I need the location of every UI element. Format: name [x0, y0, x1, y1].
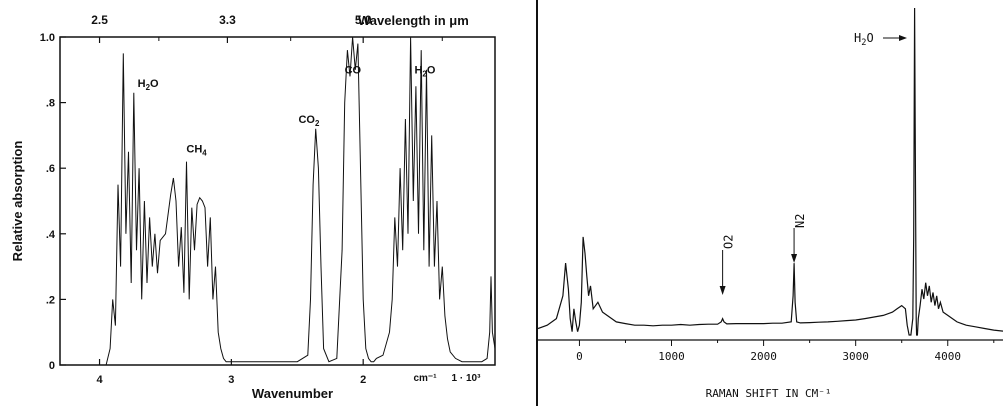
peak-label-co: CO: [345, 65, 362, 77]
h2o-label: H2O: [854, 31, 874, 48]
o2-arrow-head: [719, 286, 726, 295]
raman-panel: 0 1000 2000 3000 4000 RAMAN SHIFT IN CM⁻¹ O2 N2…: [537, 0, 1003, 406]
x-tick-label: 3: [228, 374, 234, 386]
x-tick-label: 0: [576, 350, 583, 363]
y-axis-title: Relative absorption: [10, 141, 25, 262]
y-tick-label: .4: [46, 229, 56, 241]
x-tick-label: 3000: [842, 350, 869, 363]
top-tick-label: 3.3: [219, 13, 236, 27]
x-unit-label: cm⁻¹: [413, 373, 437, 384]
x-axis-title: RAMAN SHIFT IN CM⁻¹: [706, 387, 832, 400]
top-tick-label: 2.5: [91, 13, 108, 27]
peak-label-h2o: H2O: [414, 65, 435, 79]
y-tick-label: 0: [49, 360, 55, 372]
x-axis-title: Wavenumber: [252, 386, 333, 401]
y-tick-label: .6: [46, 163, 55, 175]
x-tick-label: 1000: [658, 350, 685, 363]
y-tick-label: .2: [46, 294, 55, 306]
peak-label-ch4: CH4: [186, 143, 207, 157]
n2-label: N2: [793, 214, 807, 228]
y-tick-label: .8: [46, 98, 55, 110]
ir-absorption-chart: 0 .2 .4 .6 .8 1.0 4 3 2 cm⁻¹ 1 · 10³ Wavenumber Rela…: [10, 13, 496, 401]
peak-label-h2o: H2O: [138, 78, 159, 92]
o2-label: O2: [722, 235, 736, 249]
y-tick-label: 1.0: [40, 32, 55, 44]
top-tick-label: 5.0: [355, 13, 372, 27]
x-tick-label: 2: [360, 374, 366, 386]
ir-absorption-panel: 0 .2 .4 .6 .8 1.0 4 3 2 cm⁻¹ 1 · 10³ Wavenumber Rela…: [10, 13, 496, 401]
x-tick-label: 2000: [750, 350, 777, 363]
raman-spectrum-chart: 0 1000 2000 3000 4000 RAMAN SHIFT IN CM⁻¹ O2 N2…: [537, 7, 1003, 400]
n2-arrow-head: [791, 254, 798, 263]
x-tick-label: 4: [96, 374, 103, 386]
panel-divider: [536, 0, 538, 406]
top-axis-title: Wavelength in μm: [358, 13, 469, 28]
x-tick-label: 4000: [935, 350, 962, 363]
peak-label-co2: CO2: [298, 114, 320, 128]
plot-frame: [59, 36, 496, 366]
x-multiplier-label: 1 · 10³: [452, 373, 482, 384]
raman-spectrum-line: [537, 7, 1003, 336]
h2o-arrow-head: [899, 35, 907, 41]
absorption-spectrum-line: [60, 36, 496, 366]
